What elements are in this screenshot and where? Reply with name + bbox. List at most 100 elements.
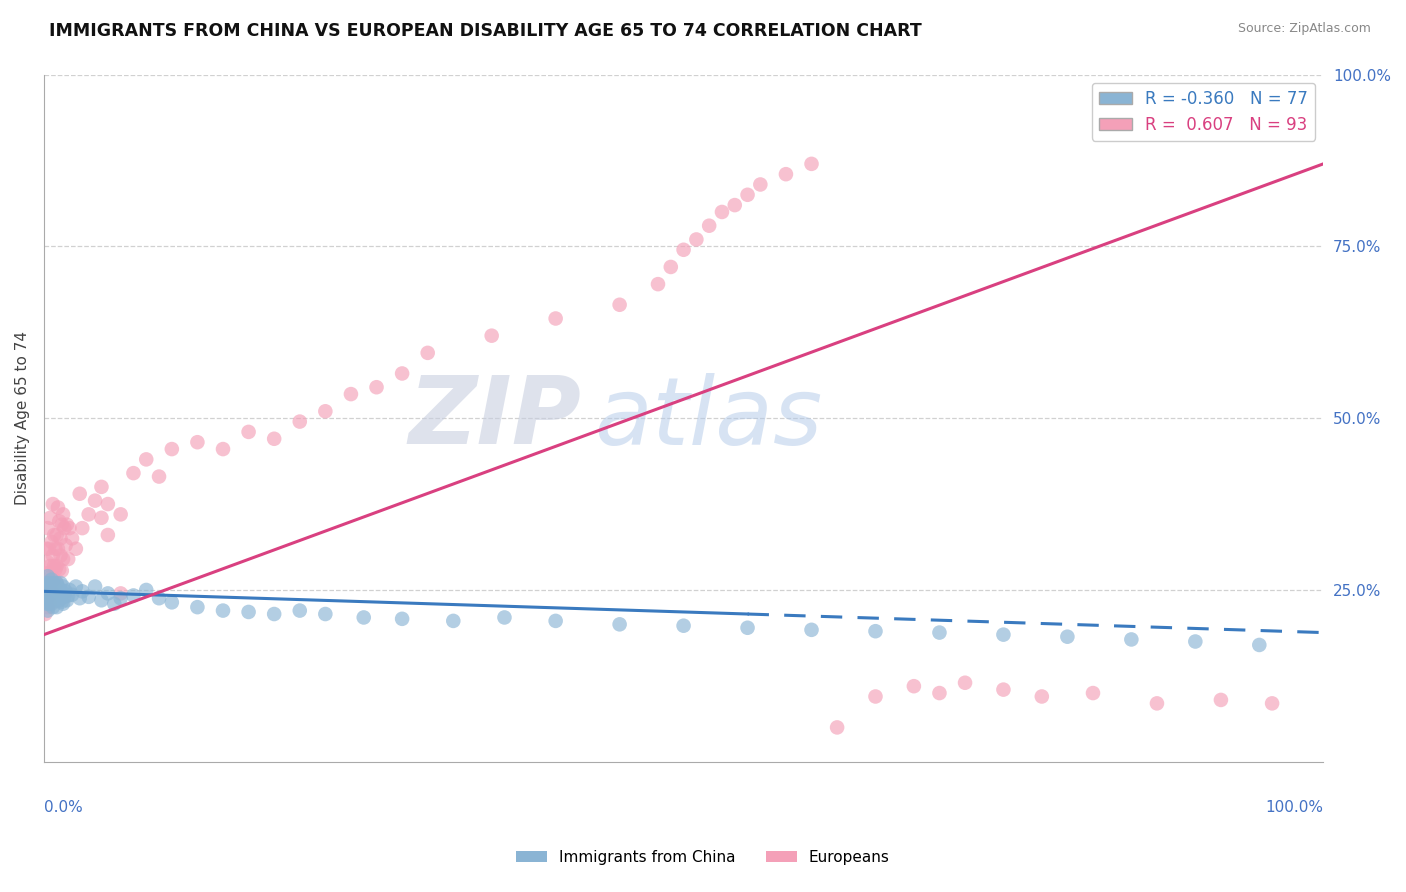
Point <box>35 593 58 607</box>
Point <box>953 675 976 690</box>
Point <box>37 582 59 597</box>
Point <box>42 497 65 511</box>
Point <box>42 558 65 573</box>
Point <box>1209 693 1232 707</box>
Point <box>45 558 67 573</box>
Point <box>45 591 67 606</box>
Point <box>672 243 695 257</box>
Point <box>53 521 76 535</box>
Point <box>391 367 413 381</box>
Point <box>97 528 120 542</box>
Point <box>56 593 79 607</box>
Y-axis label: Disability Age 65 to 74: Disability Age 65 to 74 <box>15 331 30 505</box>
Text: Source: ZipAtlas.com: Source: ZipAtlas.com <box>1237 22 1371 36</box>
Point <box>263 607 285 621</box>
Point <box>48 582 70 596</box>
Point <box>186 600 208 615</box>
Point <box>710 205 733 219</box>
Point <box>1121 632 1143 647</box>
Point <box>39 510 62 524</box>
Text: 100.0%: 100.0% <box>1265 799 1323 814</box>
Point <box>160 595 183 609</box>
Point <box>65 580 87 594</box>
Legend: R = -0.360   N = 77, R =  0.607   N = 93: R = -0.360 N = 77, R = 0.607 N = 93 <box>1092 83 1315 141</box>
Point <box>97 497 120 511</box>
Point <box>212 604 235 618</box>
Point <box>55 538 77 552</box>
Point <box>38 580 60 594</box>
Point <box>366 380 388 394</box>
Point <box>42 586 65 600</box>
Point <box>238 605 260 619</box>
Point <box>46 541 69 556</box>
Point <box>44 562 66 576</box>
Point <box>48 593 70 607</box>
Point <box>672 618 695 632</box>
Point <box>42 549 65 563</box>
Point <box>45 528 67 542</box>
Point <box>44 541 66 556</box>
Point <box>58 589 80 603</box>
Point <box>45 576 67 591</box>
Point <box>39 586 62 600</box>
Point <box>724 198 747 212</box>
Point <box>340 387 363 401</box>
Point <box>391 612 413 626</box>
Point <box>110 591 132 606</box>
Point <box>41 534 63 549</box>
Point <box>38 580 60 594</box>
Point <box>48 514 70 528</box>
Point <box>1146 697 1168 711</box>
Point <box>737 621 759 635</box>
Point <box>41 573 63 587</box>
Point <box>42 590 65 604</box>
Point <box>58 521 80 535</box>
Point <box>51 517 73 532</box>
Point <box>288 604 311 618</box>
Point <box>993 682 1015 697</box>
Point <box>52 597 75 611</box>
Point <box>314 404 336 418</box>
Point <box>44 582 66 597</box>
Point <box>46 580 69 594</box>
Point <box>1031 690 1053 704</box>
Point <box>35 597 58 611</box>
Point <box>38 597 60 611</box>
Point <box>41 569 63 583</box>
Point <box>37 604 59 618</box>
Point <box>775 167 797 181</box>
Text: atlas: atlas <box>593 373 823 464</box>
Point <box>749 178 772 192</box>
Point <box>186 435 208 450</box>
Point <box>38 590 60 604</box>
Point <box>97 586 120 600</box>
Point <box>69 487 91 501</box>
Point <box>84 493 107 508</box>
Point <box>49 588 72 602</box>
Point <box>993 627 1015 641</box>
Point <box>56 517 79 532</box>
Point <box>72 584 94 599</box>
Text: 0.0%: 0.0% <box>44 799 83 814</box>
Point <box>1056 630 1078 644</box>
Point <box>53 590 76 604</box>
Point <box>288 415 311 429</box>
Point <box>160 442 183 456</box>
Point <box>60 532 83 546</box>
Point <box>314 607 336 621</box>
Point <box>38 566 60 580</box>
Point <box>416 346 439 360</box>
Point <box>90 480 112 494</box>
Legend: Immigrants from China, Europeans: Immigrants from China, Europeans <box>510 844 896 871</box>
Point <box>52 508 75 522</box>
Point <box>51 594 73 608</box>
Point <box>609 298 631 312</box>
Point <box>52 552 75 566</box>
Point <box>135 582 157 597</box>
Point <box>928 686 950 700</box>
Point <box>659 260 682 274</box>
Point <box>903 679 925 693</box>
Text: ZIP: ZIP <box>408 372 581 464</box>
Point <box>110 508 132 522</box>
Point <box>647 277 669 292</box>
